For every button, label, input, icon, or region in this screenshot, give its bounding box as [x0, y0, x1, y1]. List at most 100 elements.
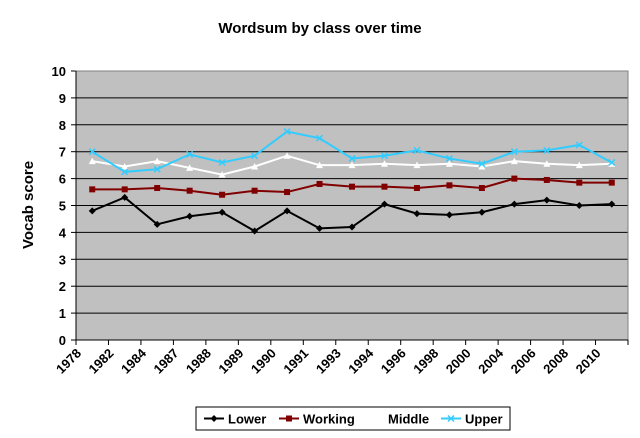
legend-label-working: Working [303, 412, 355, 427]
x-tick-label: 1982 [86, 346, 117, 377]
data-point-middle [186, 164, 194, 171]
data-point-middle [316, 161, 324, 169]
data-point-upper [413, 146, 421, 154]
x-tick-label: 2010 [573, 346, 604, 377]
x-tick-label: 1978 [53, 346, 84, 377]
data-point-working [284, 189, 291, 196]
x-tick-label: 1991 [280, 346, 311, 377]
data-point-working [446, 182, 453, 189]
data-point-working [316, 180, 323, 187]
legend-label-upper: Upper [465, 412, 503, 427]
data-point-upper [315, 134, 324, 142]
data-point-lower [478, 208, 486, 216]
data-point-working [608, 179, 615, 186]
data-point-upper [445, 154, 453, 162]
data-point-working [511, 175, 518, 182]
x-tick-label: 1988 [183, 346, 214, 377]
data-point-working [186, 187, 193, 194]
data-point-middle [543, 160, 551, 167]
chart-title: Wordsum by class over time [218, 20, 421, 37]
x-tick-label: 2006 [508, 346, 539, 377]
data-point-upper [510, 148, 518, 156]
data-point-middle [348, 161, 356, 169]
x-tick-label: 1996 [378, 346, 409, 377]
y-tick-label: 7 [59, 145, 66, 160]
y-tick-label: 10 [52, 64, 66, 79]
data-point-lower [316, 224, 324, 232]
data-point-lower [510, 200, 518, 208]
data-point-lower [121, 193, 129, 201]
data-point-lower [218, 208, 226, 216]
data-point-working [576, 179, 583, 186]
data-point-upper [478, 160, 486, 168]
legend-label-middle: Middle [388, 412, 429, 427]
data-point-working [121, 186, 128, 193]
data-point-middle [413, 161, 421, 169]
data-point-middle [251, 162, 259, 170]
plot-area: 0 1 2 3 4 5 6 7 8 9 10 1978 1982 1984 1987 1988 1989 1990… [52, 64, 629, 377]
legend-marker-middle [370, 415, 378, 422]
data-point-lower [445, 211, 453, 219]
data-point-working [89, 186, 96, 193]
x-tick-label: 1984 [118, 345, 150, 377]
data-point-upper [608, 158, 616, 166]
x-tick-label: 2004 [475, 345, 507, 377]
data-point-working [413, 185, 420, 192]
data-point-working [478, 185, 485, 192]
data-point-upper [251, 152, 259, 160]
data-point-middle [153, 157, 161, 165]
data-point-middle [88, 157, 96, 165]
y-tick-label: 5 [59, 199, 66, 214]
x-tick-label: 1989 [215, 346, 246, 377]
data-point-middle [478, 162, 486, 170]
data-point-middle [380, 160, 388, 167]
data-point-working [349, 183, 355, 190]
legend: Lower Working Middle Upper [195, 406, 511, 431]
data-point-upper [121, 168, 129, 176]
data-point-lower [186, 212, 194, 220]
data-point-lower [251, 227, 259, 235]
y-tick-label: 2 [59, 279, 66, 294]
data-point-upper [575, 141, 583, 149]
data-point-upper [186, 150, 194, 158]
data-point-middle [283, 152, 291, 159]
legend-marker-lower [210, 415, 218, 422]
data-point-lower [348, 223, 356, 231]
data-point-middle [218, 171, 226, 178]
x-tick-label: 2000 [443, 346, 474, 377]
legend-box [195, 406, 511, 431]
data-point-lower [380, 200, 388, 208]
data-point-working [219, 191, 226, 198]
y-tick-label: 8 [59, 118, 66, 133]
data-point-upper [543, 146, 551, 154]
data-point-working [381, 183, 388, 190]
y-tick-label: 9 [59, 91, 66, 106]
legend-label-lower: Lower [228, 412, 266, 427]
x-tick-label: 1993 [313, 346, 344, 377]
data-point-lower [88, 207, 96, 215]
x-tick-label: 1994 [345, 345, 377, 377]
x-tick-label: 1998 [410, 346, 441, 377]
y-tick-label: 6 [59, 172, 66, 187]
y-tick-label: 1 [59, 306, 66, 321]
data-point-upper [88, 148, 96, 156]
data-point-upper [283, 127, 291, 136]
data-point-lower [608, 200, 616, 208]
legend-marker-upper [447, 414, 455, 423]
data-point-lower [543, 196, 551, 204]
y-tick-label: 0 [59, 333, 66, 348]
data-point-working [543, 176, 550, 183]
data-point-lower [283, 207, 291, 215]
x-tick-label: 1987 [150, 346, 181, 377]
x-tick-label: 2008 [540, 346, 571, 377]
legend-marker-working [286, 415, 292, 422]
data-point-middle [445, 160, 453, 167]
data-point-lower [575, 202, 583, 209]
data-point-middle [121, 162, 129, 170]
data-point-upper [348, 154, 356, 162]
data-point-upper [380, 152, 389, 160]
data-point-lower [413, 210, 421, 218]
data-point-middle [510, 157, 518, 165]
data-point-upper [218, 158, 226, 166]
